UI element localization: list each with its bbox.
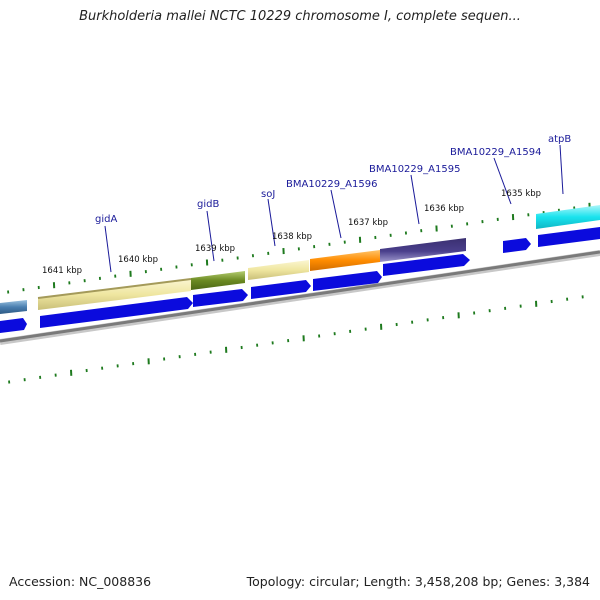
- feature-left-edge[interactable]: [0, 300, 27, 314]
- gene-label-gidB[interactable]: gidB: [197, 199, 219, 210]
- gene-arrow-atpB[interactable]: [538, 227, 600, 247]
- gene-label-BMA10229_A1595[interactable]: BMA10229_A1595: [369, 164, 460, 175]
- upper-tick-row: [7, 202, 591, 294]
- gene-label-atpB[interactable]: atpB: [548, 134, 571, 145]
- feature-gidB[interactable]: [191, 271, 245, 290]
- gene-arrow-BMA10229_A1596[interactable]: [313, 271, 382, 291]
- gene-label-soj[interactable]: soJ: [261, 189, 275, 200]
- gene-arrow-BMA10229_A1594[interactable]: [503, 238, 531, 253]
- feature-gidA[interactable]: [38, 279, 191, 310]
- topology-text: Topology: circular; Length: 3,458,208 bp…: [246, 574, 590, 589]
- kbp-label-1635: 1635 kbp: [501, 189, 541, 199]
- accession-text: Accession: NC_008836: [9, 574, 152, 589]
- gene-arrow-soj[interactable]: [251, 280, 311, 299]
- feature-row: [0, 205, 600, 314]
- gene-label-group: gidA gidB soJ BMA10229_A1596 BMA10229_A1…: [95, 134, 571, 225]
- feature-BMA10229_A1595[interactable]: [380, 238, 466, 262]
- gene-label-BMA10229_A1594[interactable]: BMA10229_A1594: [450, 147, 541, 158]
- backbone-line: [0, 250, 600, 345]
- kbp-label-1641: 1641 kbp: [42, 266, 82, 276]
- kbp-label-1640: 1640 kbp: [118, 255, 158, 265]
- lower-tick-row: [8, 295, 584, 384]
- label-leaders: [104, 144, 564, 273]
- gene-arrow-gidA[interactable]: [40, 297, 193, 328]
- gene-label-BMA10229_A1596[interactable]: BMA10229_A1596: [286, 179, 377, 190]
- feature-soj[interactable]: [248, 260, 309, 280]
- kbp-label-1637: 1637 kbp: [348, 218, 388, 228]
- kbp-label-group: 1641 kbp 1640 kbp 1639 kbp 1638 kbp 1637…: [42, 189, 541, 276]
- gene-arrow-BMA10229_A1595[interactable]: [383, 254, 470, 276]
- gene-arrow-left-edge[interactable]: [0, 318, 27, 333]
- gene-arrow-row: [0, 227, 600, 333]
- feature-BMA10229_A1596[interactable]: [310, 250, 380, 271]
- gene-arrow-gidB[interactable]: [193, 289, 248, 307]
- feature-atpB[interactable]: [536, 205, 600, 229]
- gene-label-gidA[interactable]: gidA: [95, 214, 117, 225]
- kbp-label-1638: 1638 kbp: [272, 232, 312, 242]
- map-title: Burkholderia mallei NCTC 10229 chromosom…: [79, 9, 521, 24]
- kbp-label-1639: 1639 kbp: [195, 244, 235, 254]
- kbp-label-1636: 1636 kbp: [424, 204, 464, 214]
